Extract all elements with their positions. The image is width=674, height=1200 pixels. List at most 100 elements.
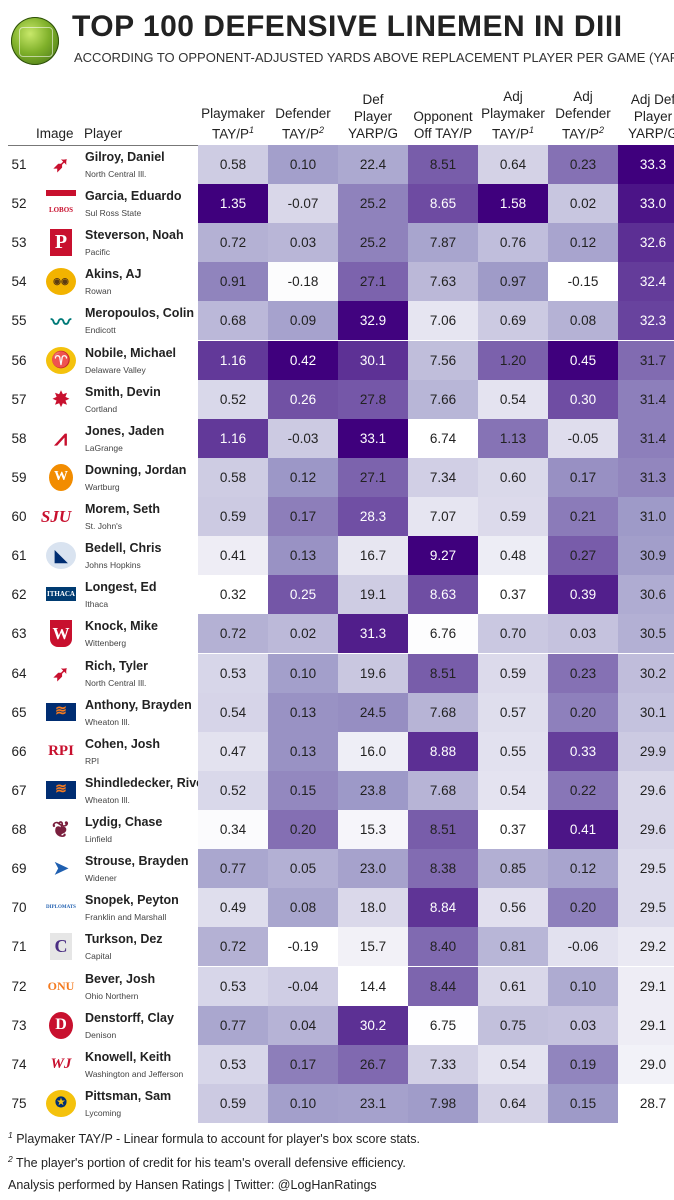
rank-cell: 66 [11, 743, 27, 759]
red-dragon-icon: ✸ [52, 388, 70, 411]
d-icon: D [49, 1011, 73, 1039]
table-row: 73 D Denstorff, Clay Denison 0.77 0.04 30.2 6.7… [8, 1005, 674, 1045]
cell-playmaker: 0.68 [198, 301, 268, 341]
cell-playmaker: 0.53 [198, 653, 268, 693]
player-name: Garcia, Eduardo [85, 189, 182, 204]
cell-adj-playmaker: 0.54 [478, 1044, 548, 1084]
cell-def-player: 32.9 [338, 301, 408, 341]
player-team: North Central Ill. [85, 677, 147, 688]
player-name: Steverson, Noah [85, 228, 184, 243]
cell-def-player: 15.7 [338, 927, 408, 967]
cell-adj-playmaker: 0.60 [478, 457, 548, 497]
cell-opponent: 8.51 [408, 810, 478, 850]
rank-cell: 65 [11, 704, 27, 720]
player-team: St. John's [85, 521, 123, 532]
column-header-player: Player [84, 126, 123, 141]
cell-playmaker: 0.41 [198, 536, 268, 576]
cell-playmaker: 0.72 [198, 614, 268, 654]
cell-playmaker: 0.72 [198, 223, 268, 263]
c-icon: C [50, 933, 72, 961]
cell-adj-playmaker: 1.13 [478, 418, 548, 458]
column-header-def-player: Def Player YARP/G [347, 92, 398, 141]
cell-defender: 0.17 [268, 497, 338, 537]
cell-def-player: 27.1 [338, 262, 408, 302]
cell-def-player: 15.3 [338, 810, 408, 850]
lycoming-icon: ✪ [46, 1089, 76, 1117]
cell-def-player: 31.3 [338, 614, 408, 654]
cell-adj-playmaker: 0.75 [478, 1005, 548, 1045]
cell-adj-def-player: 31.3 [618, 457, 674, 497]
cell-playmaker: 0.53 [198, 966, 268, 1006]
cell-adj-def-player: 31.7 [618, 340, 674, 380]
cell-adj-defender: 0.08 [548, 301, 618, 341]
player-team: Capital [85, 951, 112, 962]
cell-adj-def-player: 30.9 [618, 536, 674, 576]
rank-cell: 58 [11, 430, 27, 446]
cell-adj-playmaker: 0.64 [478, 145, 548, 184]
cell-opponent: 7.34 [408, 457, 478, 497]
panther-icon: ⩘ [54, 425, 68, 451]
cell-defender: 0.09 [268, 301, 338, 341]
cell-defender: 0.03 [268, 223, 338, 263]
cell-def-player: 27.8 [338, 379, 408, 419]
cell-adj-def-player: 29.1 [618, 966, 674, 1006]
cell-defender: 0.42 [268, 340, 338, 380]
ithaca-icon: ITHACA [46, 587, 76, 602]
cell-defender: 0.13 [268, 536, 338, 576]
sju-icon: SJU [40, 506, 72, 526]
cell-playmaker: 0.58 [198, 457, 268, 497]
rank-cell: 67 [11, 782, 27, 798]
cell-opponent: 7.87 [408, 223, 478, 263]
table-row: 60 SJU Morem, Seth St. John's 0.59 0.17 28.3 7.… [8, 497, 674, 537]
cell-opponent: 6.75 [408, 1005, 478, 1045]
rank-cell: 60 [11, 509, 27, 525]
table-row: 67 ≋ Shindledecker, River Wheaton Ill. 0.52 0… [8, 770, 674, 810]
table-row: 52 LOBOS Garcia, Eduardo Sul Ross State 1.35… [8, 184, 674, 224]
player-name: Downing, Jordan [85, 462, 187, 477]
cell-adj-defender: 0.22 [548, 770, 618, 810]
cell-adj-def-player: 28.7 [618, 1083, 674, 1123]
cell-defender: -0.18 [268, 262, 338, 302]
cell-defender: 0.10 [268, 653, 338, 693]
cell-adj-playmaker: 0.85 [478, 849, 548, 889]
cell-adj-def-player: 29.6 [618, 770, 674, 810]
cell-def-player: 19.1 [338, 575, 408, 615]
cell-adj-defender: 0.03 [548, 1005, 618, 1045]
rank-cell: 71 [11, 939, 27, 955]
column-header-opponent: Opponent Off TAY/P [413, 109, 473, 141]
cell-def-player: 23.0 [338, 849, 408, 889]
table-row: 54 ◉◉ Akins, AJ Rowan 0.91 -0.18 27.1 7.63 0.97-… [8, 262, 674, 302]
p-letter-icon: P [50, 229, 72, 257]
player-team: Wheaton Ill. [85, 794, 130, 805]
player-team: Pacific [85, 247, 111, 258]
cell-adj-def-player: 31.4 [618, 418, 674, 458]
cell-adj-defender: 0.27 [548, 536, 618, 576]
cell-defender: 0.17 [268, 1044, 338, 1084]
page-title: TOP 100 DEFENSIVE LINEMEN IN DIII [72, 10, 623, 43]
cell-adj-def-player: 30.6 [618, 575, 674, 615]
cell-adj-defender: 0.02 [548, 184, 618, 224]
wildcat-icon: ❦ [51, 816, 71, 842]
cell-adj-playmaker: 0.37 [478, 575, 548, 615]
rpi-icon: RPI [48, 742, 74, 759]
thunder-icon: ≋ [46, 780, 76, 799]
cell-defender: -0.03 [268, 418, 338, 458]
player-team: Wartburg [85, 481, 120, 492]
table-row: 69 ➤ Strouse, Brayden Widener 0.77 0.05 23.0 8.… [8, 849, 674, 889]
cell-adj-def-player: 29.2 [618, 927, 674, 967]
cell-def-player: 23.8 [338, 770, 408, 810]
cell-adj-playmaker: 0.55 [478, 731, 548, 771]
player-name: Knock, Mike [85, 619, 158, 634]
wj-icon: WJ [50, 1055, 72, 1072]
cell-opponent: 6.76 [408, 614, 478, 654]
table-row: 71 C Turkson, Dez Capital 0.72 -0.19 15.7 8.40 0… [8, 927, 674, 967]
lobos-icon: LOBOS [46, 190, 76, 223]
table-row: 53 P Steverson, Noah Pacific 0.72 0.03 25.2 7.8… [8, 223, 674, 263]
cell-playmaker: 0.47 [198, 731, 268, 771]
cell-adj-playmaker: 0.70 [478, 614, 548, 654]
cell-playmaker: 1.16 [198, 340, 268, 380]
player-name: Pittsman, Sam [85, 1088, 172, 1103]
cell-def-player: 16.0 [338, 731, 408, 771]
player-team: Delaware Valley [85, 364, 146, 375]
cell-opponent: 8.44 [408, 966, 478, 1006]
